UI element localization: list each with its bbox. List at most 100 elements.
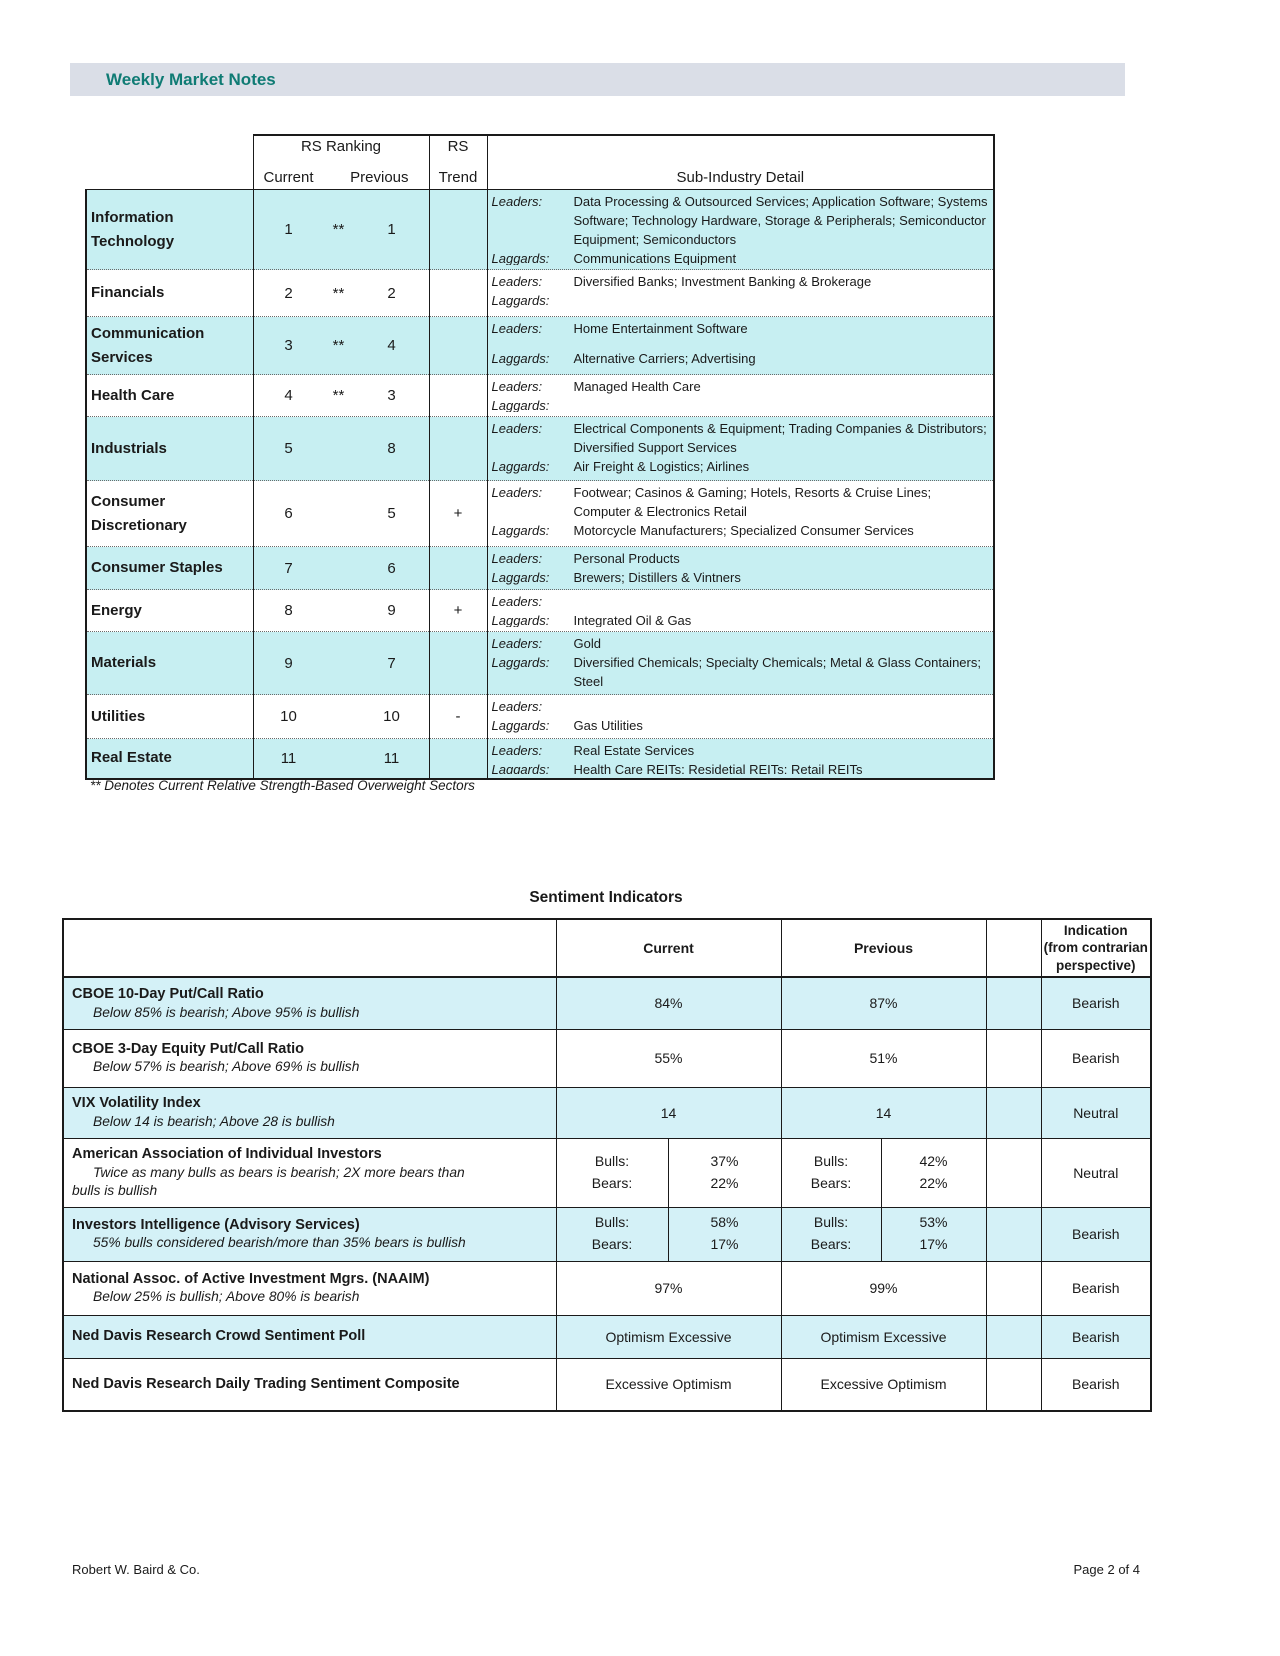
current-header: Current [555,918,782,978]
rs-trend [428,738,487,780]
rs-current: 8 [284,602,293,619]
laggards-label: Laggards: [491,718,550,733]
rs-trend: + [428,589,487,632]
overweight-mark [324,708,354,725]
table-row: Utilities 10 10 - Leaders: Laggards: Gas U… [85,694,995,739]
sector-name: Financials [85,269,253,317]
table-header-row: RS Ranking Current Previous RS Trend Sub… [86,134,995,190]
bulls-label: Bulls: [594,1152,630,1169]
table-row: Energy 8 9 + Leaders: Laggards: Integrated… [85,589,995,632]
indicator-label: VIX Volatility Index [72,1095,201,1112]
rs-trend: - [428,694,487,739]
empty-cell [62,918,557,978]
laggards-label: Laggards: [491,655,550,670]
overweight-mark: ** [332,284,345,302]
previous-bulls-bears-values: 53% 17% [880,1206,987,1262]
indicator-criteria: 55% bulls considered bearish/more than 3… [93,1235,466,1251]
indicator-criteria: Below 14 is bearish; Above 28 is bullish [93,1113,335,1129]
current-value: 55% [555,1028,782,1088]
leaders-text [574,697,990,716]
sector-name: Materials [85,631,253,695]
sector-rs-table: RS Ranking Current Previous RS Trend Sub… [85,134,995,780]
rs-trend [428,374,487,417]
rs-current: 6 [284,505,293,522]
sector-name: Utilities [85,694,253,739]
indicator-label: CBOE 3-Day Equity Put/Call Ratio [72,1040,305,1057]
rs-current: 5 [284,440,293,457]
indicator-criteria: Twice as many bulls as bears is bearish;… [72,1165,465,1198]
rs-ranking-header: RS Ranking [300,138,382,155]
indication-value: Bearish [1040,1206,1152,1262]
previous-header: Previous [780,918,987,978]
table-row: Ned Davis Research Crowd Sentiment Poll … [62,1314,1152,1359]
rs-previous: 1 [387,221,396,238]
page-header-bar: Weekly Market Notes [70,63,1125,96]
current-bears-value: 17% [710,1236,739,1252]
leaders-label: Leaders: [491,743,543,758]
empty-cell [985,1314,1042,1359]
leaders-label: Leaders: [491,485,543,500]
current-bulls-value: 37% [710,1152,739,1169]
rs-trend [428,631,487,695]
empty-cell [985,1086,1042,1139]
empty-cell [985,1260,1042,1316]
previous-bulls-bears-values: 42% 22% [880,1137,987,1208]
overweight-mark [324,602,354,619]
leaders-text: Gold [573,636,601,651]
laggards-text [574,396,990,412]
leaders-label: Leaders: [491,194,543,209]
table-row: Investors Intelligence (Advisory Service… [62,1206,1152,1262]
leaders-text [574,592,990,611]
previous-value: 87% [780,976,987,1030]
table-row: Communication Services 3 ** 4 Leaders: Home… [85,316,995,375]
indication-value: Neutral [1040,1086,1152,1139]
leaders-label: Leaders: [491,321,543,336]
empty-cell [985,1028,1042,1088]
leaders-text: Footwear; Casinos & Gaming; Hotels, Reso… [573,485,932,519]
table-row: Financials 2 ** 2 Leaders: Diversified Bank… [85,269,995,317]
sector-name: Communication Services [85,316,253,375]
indication-value: Bearish [1040,976,1152,1030]
rs-trend [428,316,487,375]
indicator-label: CBOE 10-Day Put/Call Ratio [72,985,264,1002]
current-value: 97% [555,1260,782,1316]
indication-value: Neutral [1040,1137,1152,1208]
previous-value: Excessive Optimism [780,1357,987,1412]
empty-cell [985,1357,1042,1412]
rs-previous: 11 [383,749,400,767]
laggards-label: Laggards: [491,251,550,265]
laggards-label: Laggards: [491,459,550,474]
page-title: Weekly Market Notes [106,69,276,89]
indication-header: Indication (from contrarian perspective) [1043,922,1148,973]
overweight-mark [324,750,354,767]
rs-previous: 6 [387,559,396,577]
table-row: VIX Volatility Index Below 14 is bearish;… [62,1086,1152,1139]
bulls-label: Bulls: [813,1214,849,1231]
laggards-label: Laggards: [491,762,550,774]
table-row: Ned Davis Research Daily Trading Sentime… [62,1357,1152,1412]
leaders-label: Leaders: [491,636,543,651]
rs-previous: 10 [383,708,400,725]
current-bears-value: 22% [710,1174,739,1191]
table-header-row: Current Previous Indication (from contra… [62,918,1152,978]
current-bulls-value: 58% [710,1214,739,1231]
laggards-text: Motorcycle Manufacturers; Specialized Co… [573,523,914,538]
sub-industry-header: Sub-Industry Detail [676,169,805,186]
previous-bears-value: 22% [919,1174,948,1191]
rs-current: 7 [284,559,293,577]
sector-name: Energy [85,589,253,632]
previous-header: Previous [350,169,409,186]
current-header: Current [263,169,314,186]
sector-name: Information Technology [85,189,253,270]
sentiment-title: Sentiment Indicators [529,889,683,906]
leaders-label: Leaders: [491,594,543,609]
current-value: 14 [555,1086,782,1139]
rs-trend [428,546,487,590]
leaders-label: Leaders: [491,274,543,289]
overweight-mark [324,560,354,577]
current-value: Optimism Excessive [555,1314,782,1359]
leaders-label: Leaders: [491,421,543,436]
rs-current: 2 [284,284,293,302]
rs-current: 3 [284,337,293,354]
bulls-bears-labels: Bulls: Bears: [555,1206,669,1262]
